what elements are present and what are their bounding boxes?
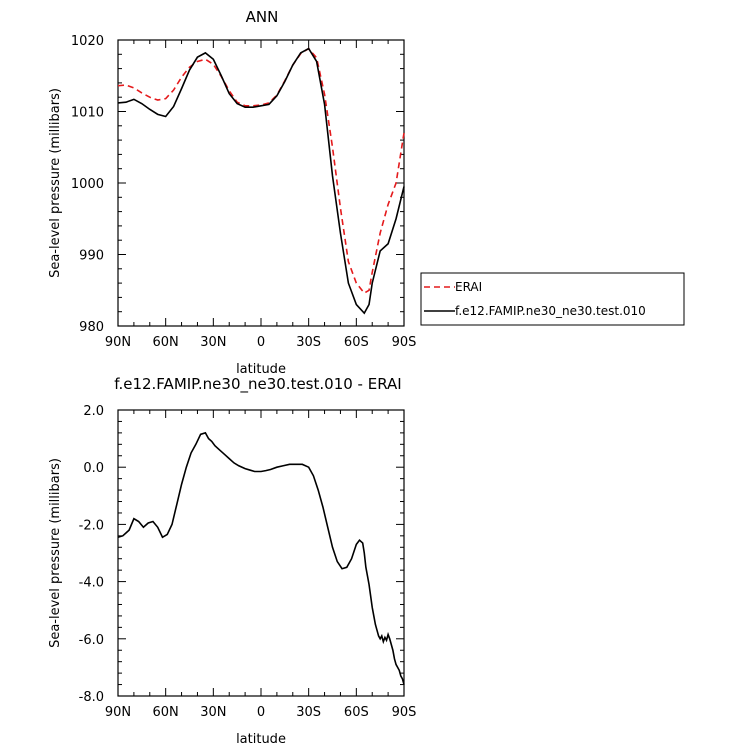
top-x-axis-title: latitude xyxy=(236,362,286,377)
top-plot-frame xyxy=(117,39,405,327)
y-tick-label: 980 xyxy=(79,320,104,335)
y-tick-label: -6.0 xyxy=(79,633,104,648)
x-tick-label: 0 xyxy=(257,335,265,350)
bottom-plot-frame xyxy=(117,409,405,697)
x-tick-label: 30S xyxy=(296,705,321,720)
top-series-group xyxy=(117,47,405,315)
y-tick-label: 2.0 xyxy=(83,404,104,419)
x-tick-label: 30N xyxy=(200,705,226,720)
top-chart-title: ANN xyxy=(246,8,279,26)
x-tick-label: 60N xyxy=(153,335,179,350)
top-y-axis-title: Sea-level pressure (millibars) xyxy=(48,88,63,278)
y-tick-label: -2.0 xyxy=(79,518,104,533)
x-tick-label: 60N xyxy=(153,705,179,720)
bottom-x-axis-title: latitude xyxy=(236,732,286,747)
x-tick-label: 60S xyxy=(344,705,369,720)
y-tick-label: 0.0 xyxy=(83,461,104,476)
x-tick-label: 60S xyxy=(344,335,369,350)
legend-label-model: f.e12.FAMIP.ne30_ne30.test.010 xyxy=(455,304,646,318)
x-tick-label: 30N xyxy=(200,335,226,350)
legend-label-erai: ERAI xyxy=(455,280,482,294)
series-line-erai xyxy=(117,47,405,295)
bottom-y-tick-labels: -8.0 -6.0 -4.0 -2.0 0.0 2.0 xyxy=(79,404,104,705)
y-tick-label: 1010 xyxy=(71,106,104,121)
y-tick-label: -4.0 xyxy=(79,576,104,591)
bottom-chart-title: f.e12.FAMIP.ne30_ne30.test.010 - ERAI xyxy=(114,375,401,394)
top-panel: ANN 90N 60N 30N 0 30S 60S 90S 980 990 1000 1010 10… xyxy=(48,8,685,377)
bottom-x-tick-labels: 90N 60N 30N 0 30S 60S 90S xyxy=(105,705,417,720)
legend-box xyxy=(420,272,685,326)
x-tick-label: 90N xyxy=(105,335,131,350)
y-tick-label: 990 xyxy=(79,249,104,264)
top-x-tick-labels: 90N 60N 30N 0 30S 60S 90S xyxy=(105,335,417,350)
top-y-tick-labels: 980 990 1000 1010 1020 xyxy=(71,34,104,335)
y-tick-label: 1020 xyxy=(71,34,104,49)
x-tick-label: 0 xyxy=(257,705,265,720)
x-tick-label: 90S xyxy=(392,335,417,350)
bottom-panel: f.e12.FAMIP.ne30_ne30.test.010 - ERAI 90… xyxy=(48,375,416,747)
series-line-difference xyxy=(117,431,405,685)
x-tick-label: 90S xyxy=(392,705,417,720)
x-tick-label: 90N xyxy=(105,705,131,720)
legend: ERAI f.e12.FAMIP.ne30_ne30.test.010 xyxy=(420,272,685,326)
y-tick-label: -8.0 xyxy=(79,690,104,705)
y-tick-label: 1000 xyxy=(71,177,104,192)
bottom-y-axis-title: Sea-level pressure (millibars) xyxy=(48,458,63,648)
x-tick-label: 30S xyxy=(296,335,321,350)
series-line-model xyxy=(117,47,405,315)
bottom-series-group xyxy=(117,431,405,685)
